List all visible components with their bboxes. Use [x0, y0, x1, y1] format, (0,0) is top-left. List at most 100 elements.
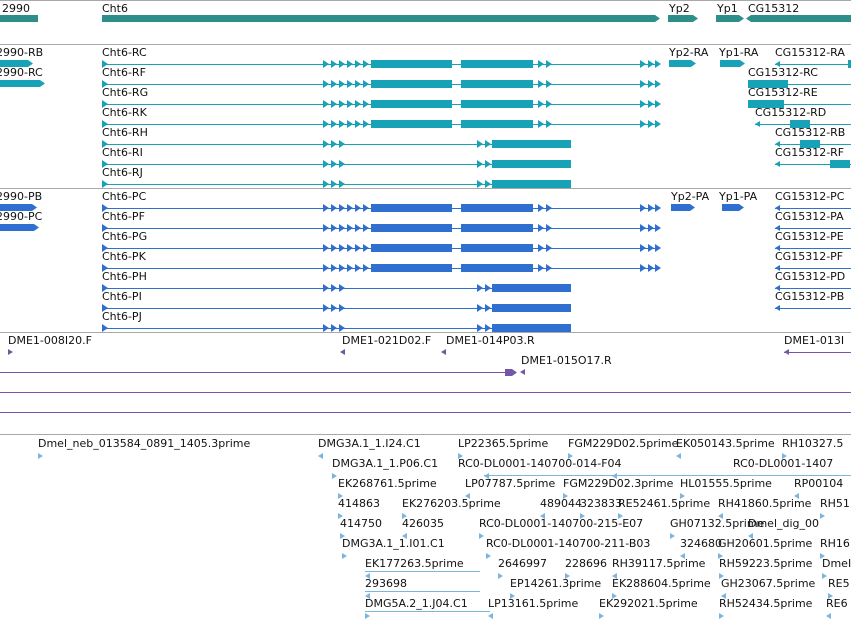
est-label[interactable]: GH07132.5prime: [670, 517, 765, 530]
est-label[interactable]: EK050143.5prime: [676, 437, 775, 450]
est-label[interactable]: RH39117.5prime: [612, 557, 706, 570]
est-label[interactable]: 414750: [340, 517, 382, 530]
est-label[interactable]: 324680: [680, 537, 722, 550]
clone-label[interactable]: DME1-015O17.R: [521, 354, 612, 367]
est-label[interactable]: GH23067.5prime: [721, 577, 816, 590]
mrna-label[interactable]: CG15312-RF: [775, 146, 845, 159]
est-label[interactable]: RC0-DL0001-140700-215-E07: [479, 517, 644, 530]
protein-label[interactable]: Cht6-PJ: [102, 310, 142, 323]
est-label[interactable]: FGM229D02.5prime: [568, 437, 679, 450]
mrna-label[interactable]: Cht6-RF: [102, 66, 146, 79]
protein-label[interactable]: Yp1-PA: [719, 190, 758, 203]
est-label[interactable]: EK268761.5prime: [338, 477, 437, 490]
mrna-label[interactable]: Cht6-RK: [102, 106, 147, 119]
exon-arrow: [102, 160, 108, 168]
est-label[interactable]: DMG3A.1_1.I24.C1: [318, 437, 421, 450]
clone-label[interactable]: DME1-008I20.F: [8, 334, 92, 347]
mrna-label[interactable]: Cht6-RH: [102, 126, 148, 139]
mrna-label[interactable]: CG15312-RB: [775, 126, 846, 139]
mrna-label[interactable]: CG15312-RC: [748, 66, 818, 79]
protein-label[interactable]: CG15312-PF: [775, 250, 844, 263]
est-label[interactable]: 293698: [365, 577, 407, 590]
protein-label[interactable]: Cht6-PF: [102, 210, 145, 223]
protein-label[interactable]: CG15312-PA: [775, 210, 844, 223]
exon-arrow: [339, 244, 345, 252]
est-label[interactable]: RP00104: [794, 477, 844, 490]
protein-label[interactable]: Cht6-PC: [102, 190, 147, 203]
protein-label[interactable]: CG15312-PE: [775, 230, 844, 243]
protein-label[interactable]: 2990-PC: [0, 210, 43, 223]
est-label[interactable]: 414863: [338, 497, 380, 510]
mrna-label[interactable]: 2990-RB: [0, 46, 44, 59]
est-label[interactable]: RE5: [828, 577, 850, 590]
est-label[interactable]: 489044: [540, 497, 582, 510]
exon-arrow: [477, 180, 483, 188]
est-label[interactable]: FGM229D02.3prime: [563, 477, 674, 490]
est-label[interactable]: DMG5A.2_1.J04.C1: [365, 597, 468, 610]
est-label[interactable]: 426035: [402, 517, 444, 530]
est-label[interactable]: DMG3A.1_1.I01.C1: [342, 537, 445, 550]
est-label[interactable]: RC0-DL0001-1407: [733, 457, 834, 470]
mrna-label[interactable]: Cht6-RC: [102, 46, 147, 59]
protein-label[interactable]: CG15312-PD: [775, 270, 846, 283]
mrna-label[interactable]: Cht6-RJ: [102, 166, 143, 179]
protein-label[interactable]: Cht6-PK: [102, 250, 146, 263]
mrna-label[interactable]: Cht6-RG: [102, 86, 149, 99]
est-label[interactable]: GH20601.5prime: [718, 537, 813, 550]
mrna-label[interactable]: CG15312-RD: [755, 106, 827, 119]
mrna-label[interactable]: CG15312-RE: [748, 86, 818, 99]
protein-label[interactable]: Cht6-PH: [102, 270, 147, 283]
gene-label[interactable]: Cht6: [102, 2, 128, 15]
mrna-label[interactable]: Yp1-RA: [719, 46, 759, 59]
est-label[interactable]: Dmel_neb_013584_0891_1405.3prime: [38, 437, 251, 450]
gene-label[interactable]: Yp2: [669, 2, 690, 15]
est-label[interactable]: EK177263.5prime: [365, 557, 464, 570]
protein-label[interactable]: CG15312-PB: [775, 290, 845, 303]
est-label[interactable]: EK292021.5prime: [599, 597, 698, 610]
est-label[interactable]: RE52461.5prime: [618, 497, 711, 510]
mrna-label[interactable]: Yp2-RA: [669, 46, 709, 59]
gene-label[interactable]: CG15312: [748, 2, 800, 15]
exon-arrow: [538, 80, 544, 88]
protein-label[interactable]: Yp2-PA: [671, 190, 710, 203]
clone-label[interactable]: DME1-014P03.R: [446, 334, 535, 347]
est-label[interactable]: EK288604.5prime: [612, 577, 711, 590]
est-label[interactable]: DMG3A.1_1.P06.C1: [332, 457, 439, 470]
est-label[interactable]: RH59223.5prime: [719, 557, 813, 570]
exon-arrow: [102, 80, 108, 88]
est-label[interactable]: 323833: [580, 497, 622, 510]
est-label[interactable]: RH10327.5: [782, 437, 844, 450]
mrna-label[interactable]: Cht6-RI: [102, 146, 143, 159]
protein-label[interactable]: Cht6-PG: [102, 230, 148, 243]
est-label[interactable]: 228696: [565, 557, 607, 570]
clone-label[interactable]: DME1-013I: [784, 334, 845, 347]
clone-label[interactable]: DME1-021D02.F: [342, 334, 432, 347]
mrna-label[interactable]: 2990-RC: [0, 66, 43, 79]
est-label[interactable]: LP13161.5prime: [488, 597, 579, 610]
est-label[interactable]: RH52434.5prime: [719, 597, 813, 610]
est-label[interactable]: Dmel_dig_00: [748, 517, 820, 530]
mrna-glyph: [0, 80, 45, 87]
est-label[interactable]: HL01555.5prime: [680, 477, 772, 490]
est-label[interactable]: LP22365.5prime: [458, 437, 549, 450]
gene-label[interactable]: Yp1: [717, 2, 738, 15]
est-label[interactable]: RC0-DL0001-140700-211-B03: [486, 537, 651, 550]
est-label[interactable]: DmeI: [822, 557, 851, 570]
est-label[interactable]: EP14261.3prime: [510, 577, 602, 590]
est-label[interactable]: LP07787.5prime: [465, 477, 556, 490]
est-label[interactable]: RH51: [820, 497, 850, 510]
mrna-label[interactable]: CG15312-RA: [775, 46, 845, 59]
gene-label[interactable]: 2990: [2, 2, 30, 15]
protein-label[interactable]: 2990-PB: [0, 190, 43, 203]
clone-end-marker: [340, 349, 345, 355]
est-label[interactable]: RC0-DL0001-140700-014-F04: [458, 457, 622, 470]
est-label[interactable]: EK276203.5prime: [402, 497, 501, 510]
exon-arrow: [546, 224, 552, 232]
est-label[interactable]: RE6: [826, 597, 848, 610]
est-label[interactable]: RH41860.5prime: [718, 497, 812, 510]
protein-label[interactable]: Cht6-PI: [102, 290, 142, 303]
protein-label[interactable]: CG15312-PC: [775, 190, 845, 203]
est-label[interactable]: RH16: [820, 537, 850, 550]
est-label[interactable]: 2646997: [498, 557, 547, 570]
